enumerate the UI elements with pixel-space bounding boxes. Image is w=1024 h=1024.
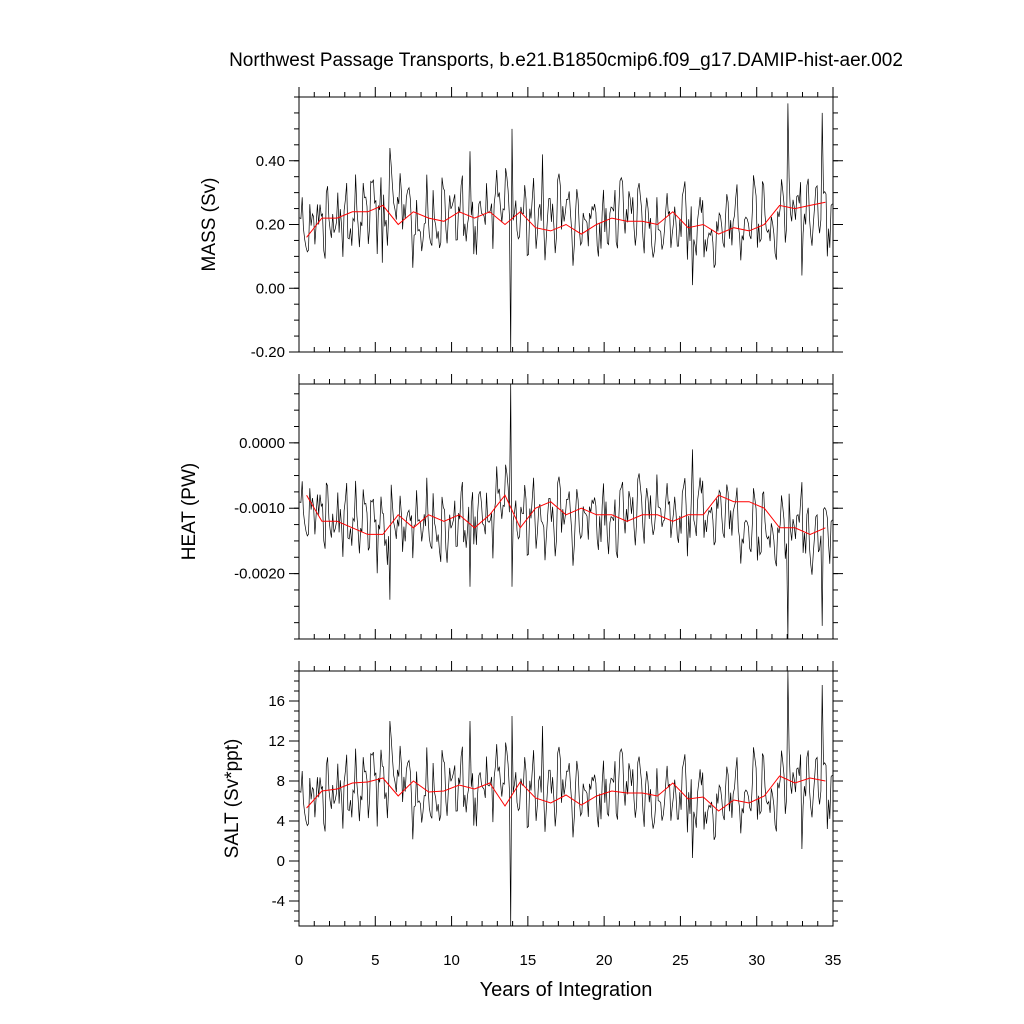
salt-y-tick-label: 4: [277, 813, 285, 830]
heat-plot-frame: [298, 383, 834, 640]
heat-y-tick-label: -0.0020: [234, 566, 285, 583]
heat-monthly-series-line: [299, 383, 833, 640]
x-axis-label: Years of Integration: [480, 979, 653, 1001]
x-axis-tick-labels: 0 5 10 15 20 25 30 35: [295, 952, 842, 969]
heat-annual-mean-series-line: [306, 494, 826, 535]
salt-y-axis-label: SALT (Sv*ppt): [222, 739, 243, 859]
x-tick-label: 30: [748, 952, 765, 969]
heat-y-tick-label: -0.0010: [234, 500, 285, 517]
x-tick-label: 5: [371, 952, 379, 969]
mass-y-tick-label: 0.20: [256, 217, 285, 234]
x-tick-label: 20: [596, 952, 613, 969]
chart-title: Northwest Passage Transports, b.e21.B185…: [229, 50, 903, 71]
mass-y-tick-label: -0.20: [251, 344, 285, 361]
mass-y-tick-label: 0.40: [256, 153, 285, 170]
salt-y-tick-label: 8: [277, 773, 285, 790]
salt-y-tick-label: 16: [268, 693, 285, 710]
x-tick-label: 25: [672, 952, 689, 969]
mass-y-axis-label: MASS (Sv): [199, 178, 220, 272]
heat-y-axis-label: HEAT (PW): [179, 463, 200, 560]
x-tick-label: 0: [295, 952, 303, 969]
x-tick-label: 10: [443, 952, 460, 969]
mass-monthly-series-line: [299, 103, 833, 353]
salt-y-tick-label: 12: [268, 733, 285, 750]
mass-y-tick-label: 0.00: [256, 280, 285, 297]
x-tick-label: 35: [825, 952, 842, 969]
x-tick-label: 15: [520, 952, 537, 969]
salt-monthly-series-line: [299, 670, 833, 927]
salt-y-tick-label: 0: [277, 853, 285, 870]
salt-y-tick-label: -4: [272, 893, 285, 910]
salt-plot-frame: [298, 670, 834, 927]
salt-panel: -4 0 4 8 12 16 SALT (Sv*ppt): [222, 661, 843, 927]
salt-annual-mean-series-line: [306, 775, 826, 812]
mass-annual-mean-series-line: [306, 201, 826, 238]
mass-panel: -0.20 0.00 0.20 0.40 MASS (Sv): [199, 87, 843, 361]
heat-y-tick-label: 0.0000: [239, 435, 285, 452]
heat-panel: -0.0020 -0.0010 0.0000 HEAT (PW): [179, 374, 843, 640]
